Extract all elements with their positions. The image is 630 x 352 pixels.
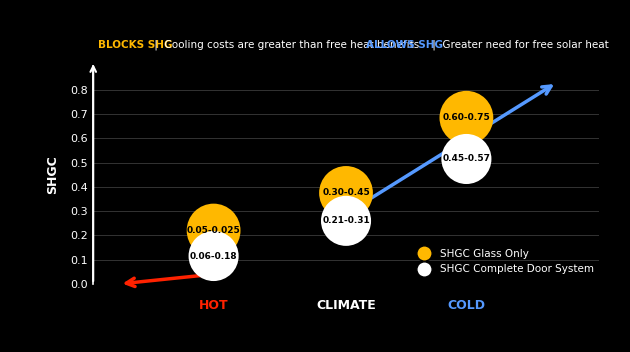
Text: 0.21-0.31: 0.21-0.31 xyxy=(322,216,370,225)
Legend: SHGC Glass Only, SHGC Complete Door System: SHGC Glass Only, SHGC Complete Door Syst… xyxy=(413,249,593,274)
Text: BLOCKS SHG: BLOCKS SHG xyxy=(98,40,173,50)
Point xyxy=(209,253,219,259)
Text: |  Cooling costs are greater than free heat benefits: | Cooling costs are greater than free he… xyxy=(151,40,420,50)
Text: 0.60-0.75: 0.60-0.75 xyxy=(442,113,490,122)
Point xyxy=(461,115,471,121)
Text: |  Greater need for free solar heat: | Greater need for free solar heat xyxy=(430,40,609,50)
Point xyxy=(341,190,351,196)
Text: HOT: HOT xyxy=(199,299,229,312)
Y-axis label: SHGC: SHGC xyxy=(47,155,59,194)
Text: 0.05-0.025: 0.05-0.025 xyxy=(186,226,241,235)
Text: 0.06-0.18: 0.06-0.18 xyxy=(190,252,238,260)
Text: COLD: COLD xyxy=(447,299,485,312)
Text: 0.45-0.57: 0.45-0.57 xyxy=(442,155,490,163)
Text: CLIMATE: CLIMATE xyxy=(316,299,376,312)
Point xyxy=(341,218,351,224)
Point xyxy=(461,156,471,162)
Text: ALLOWS SHG: ALLOWS SHG xyxy=(366,40,444,50)
Point xyxy=(209,228,219,233)
Text: 0.30-0.45: 0.30-0.45 xyxy=(322,188,370,197)
